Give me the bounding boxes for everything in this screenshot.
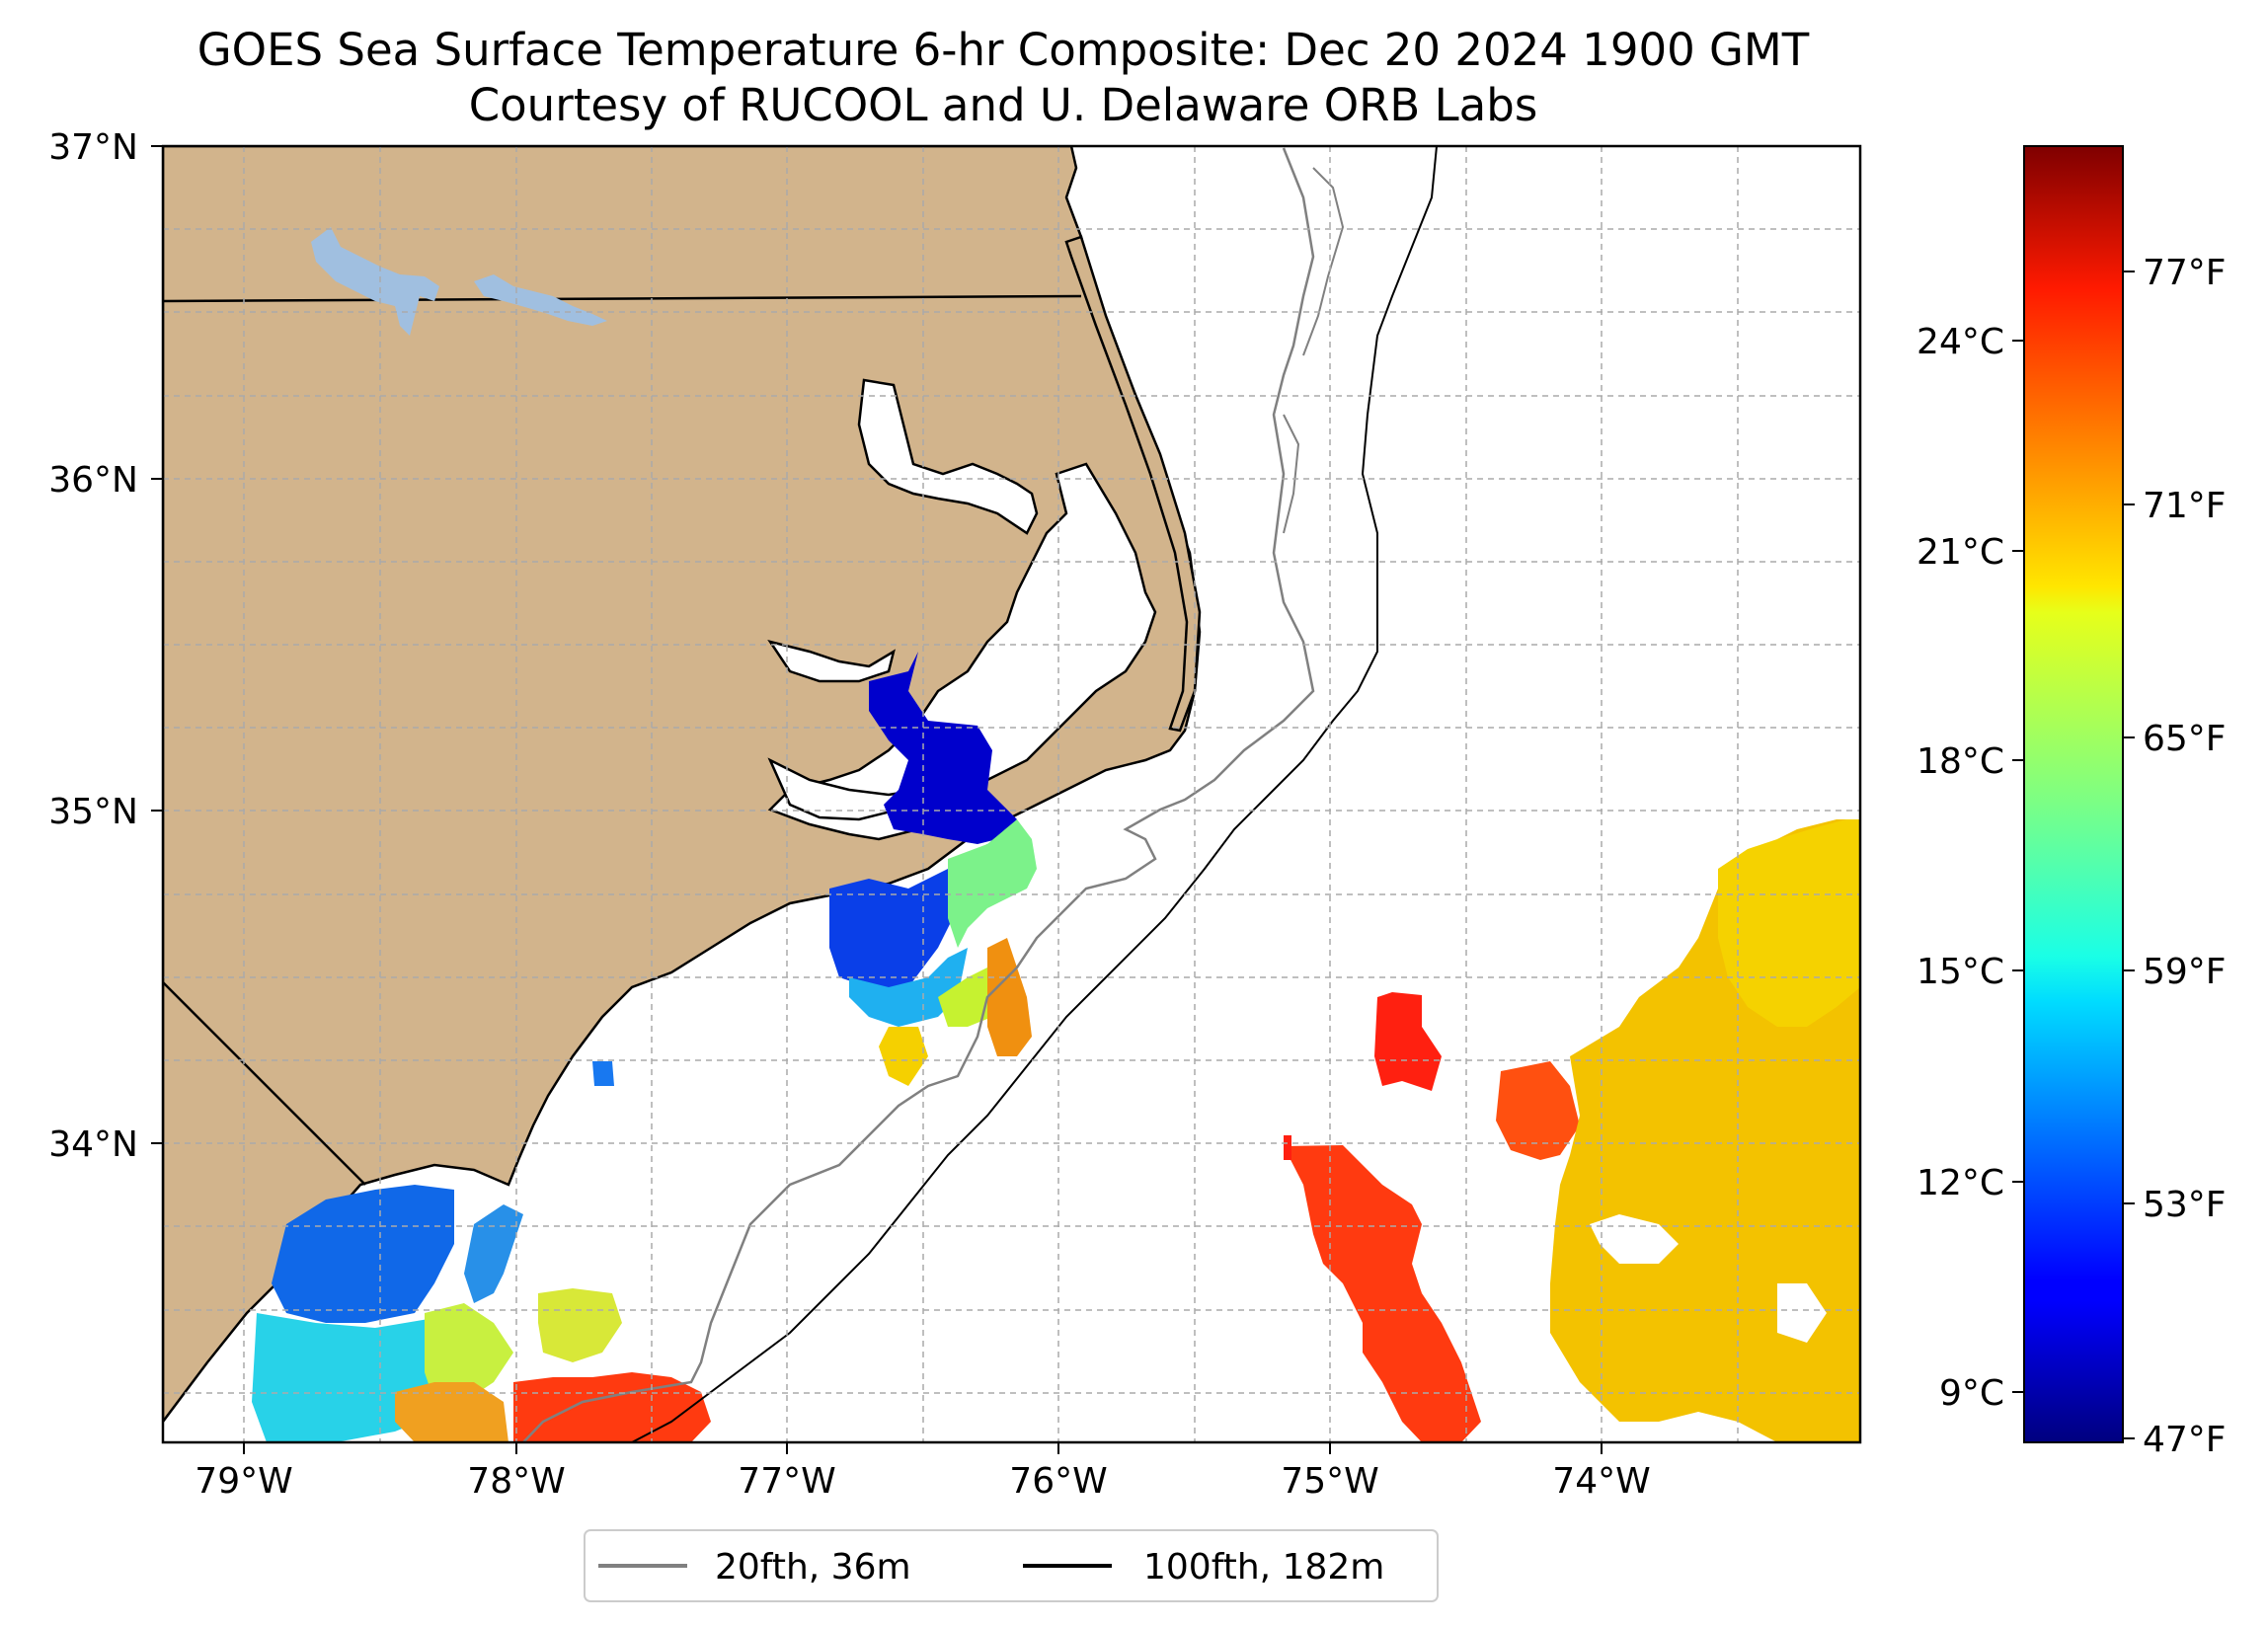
contour-100fth — [631, 146, 1438, 1442]
pamlico-sound — [767, 462, 1157, 841]
gridlines — [163, 146, 1860, 1442]
legend-box — [584, 1529, 1439, 1602]
cbar-c-24: 24°C — [1916, 322, 2004, 362]
legend: 20fth, 36m 100fth, 182m — [584, 1529, 1439, 1602]
lat-tick-35: 35°N — [48, 792, 138, 832]
kerr-lake — [311, 227, 439, 336]
map-title-line1: GOES Sea Surface Temperature 6-hr Compos… — [197, 24, 1810, 76]
cbar-f-53: 53°F — [2143, 1185, 2227, 1225]
axis-ticks — [151, 145, 1603, 1454]
colorbar-ticks — [2012, 271, 2135, 1439]
lon-tick-79: 79°W — [195, 1461, 292, 1502]
lon-tick-75: 75°W — [1281, 1461, 1378, 1502]
cbar-c-15: 15°C — [1916, 952, 2004, 992]
pamlico-river — [767, 640, 896, 683]
map-frame — [161, 144, 1862, 1444]
lon-tick-76: 76°W — [1009, 1461, 1107, 1502]
lon-tick-77: 77°W — [738, 1461, 835, 1502]
cbar-c-9: 9°C — [1939, 1373, 2004, 1414]
lat-tick-34: 34°N — [48, 1124, 138, 1165]
contour-20fth — [522, 147, 1315, 1442]
map-title-line2: Courtesy of RUCOOL and U. Delaware ORB L… — [469, 79, 1538, 131]
albemarle-sound — [857, 378, 1039, 535]
legend-label-100fth: 100fth, 182m — [1143, 1547, 1384, 1587]
cbar-f-47: 47°F — [2143, 1420, 2227, 1460]
map-panel[interactable] — [163, 146, 1860, 1442]
nc-va-border — [163, 294, 1082, 303]
cbar-f-59: 59°F — [2143, 952, 2227, 992]
colorbar — [2023, 145, 2124, 1443]
cbar-f-65: 65°F — [2143, 719, 2227, 759]
outer-banks — [1064, 235, 1202, 733]
lake-gaston — [474, 274, 607, 326]
cbar-c-21: 21°C — [1916, 532, 2004, 573]
lat-tick-37: 37°N — [48, 127, 138, 168]
nc-sc-border — [163, 981, 366, 1186]
cbar-f-77: 77°F — [2143, 253, 2227, 293]
lat-tick-36: 36°N — [48, 460, 138, 501]
sst-data — [252, 652, 1860, 1442]
legend-label-20fth: 20fth, 36m — [715, 1547, 911, 1587]
cbar-c-18: 18°C — [1916, 741, 2004, 782]
cbar-f-71: 71°F — [2143, 486, 2227, 526]
cbar-c-12: 12°C — [1916, 1163, 2004, 1203]
lon-tick-78: 78°W — [467, 1461, 565, 1502]
lon-tick-74: 74°W — [1552, 1461, 1650, 1502]
